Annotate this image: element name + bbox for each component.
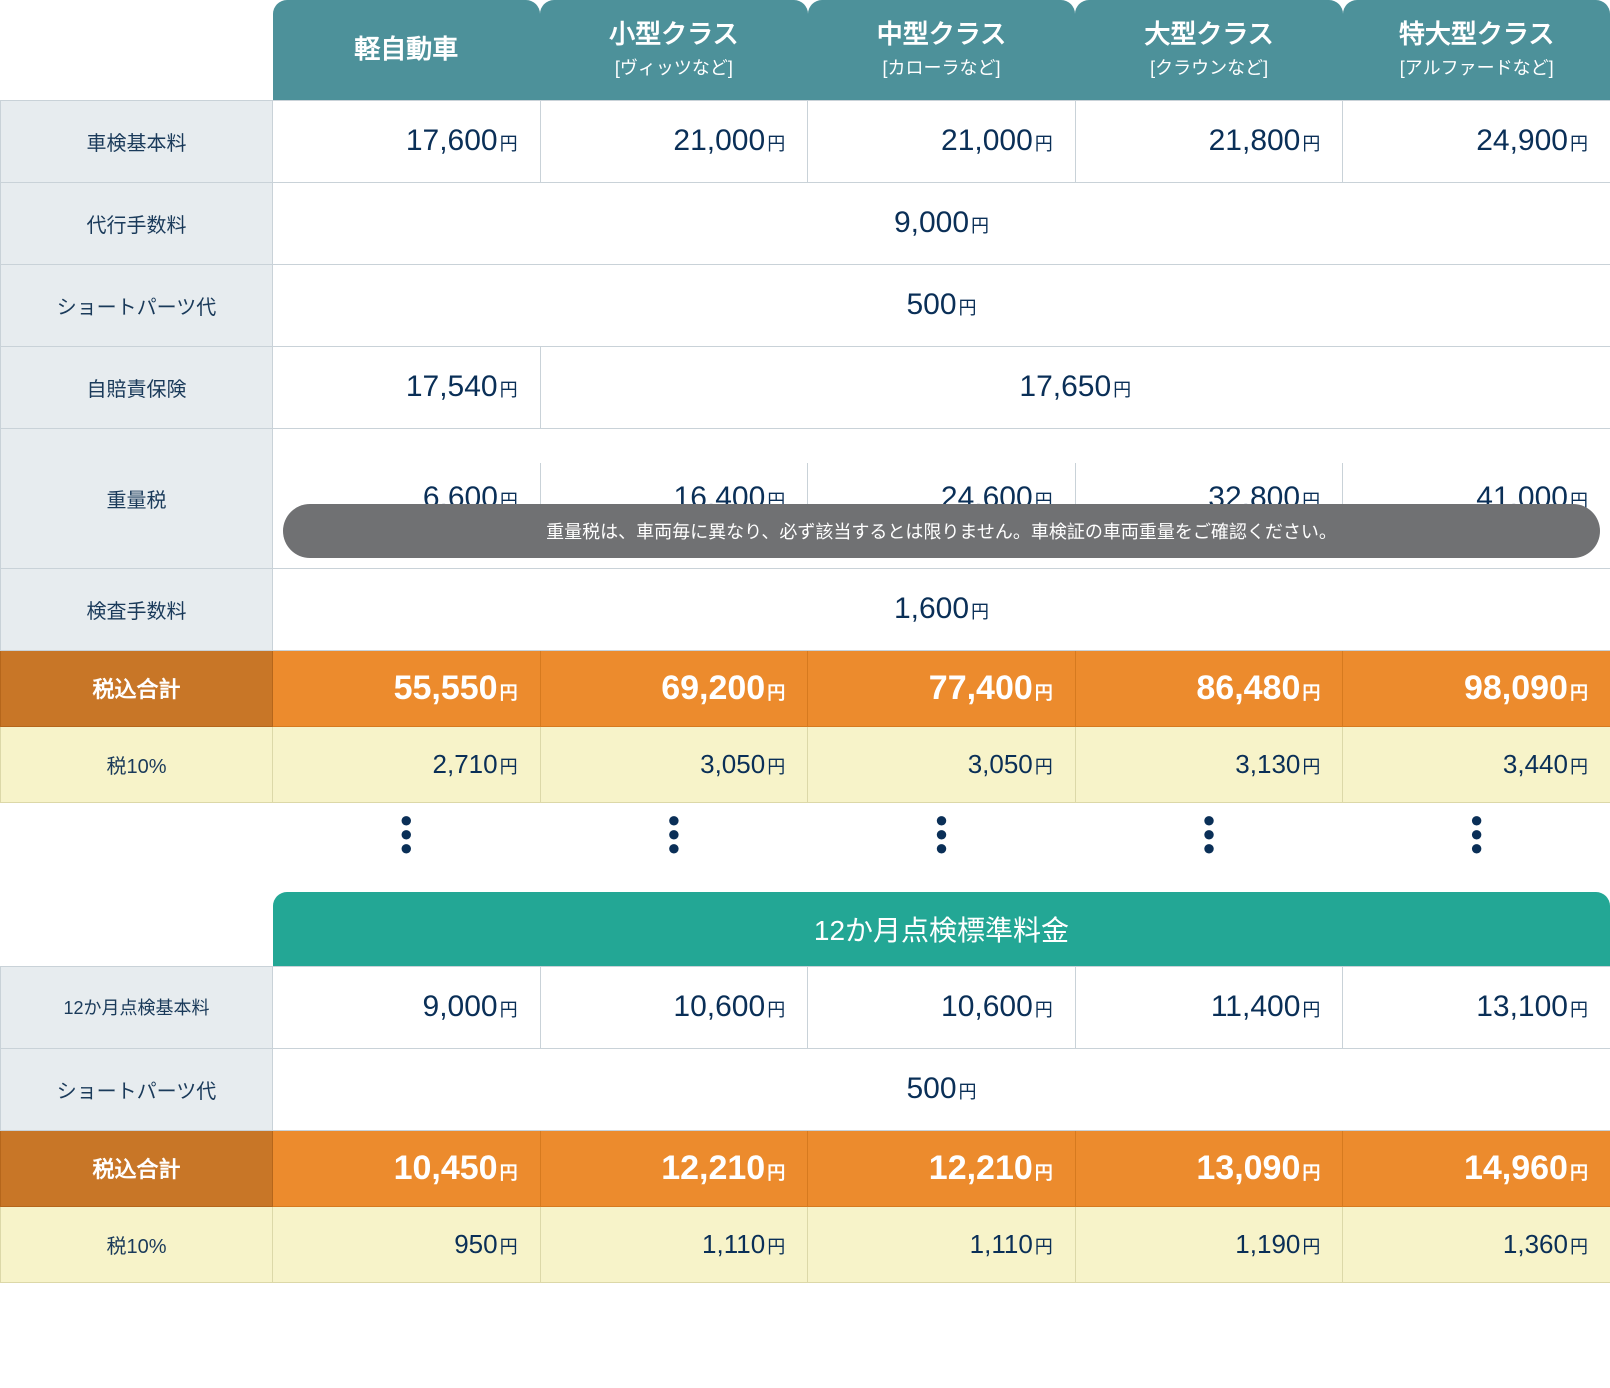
cell: 1,110円	[540, 1206, 808, 1282]
row-label: ショートパーツ代	[1, 264, 273, 346]
row-tax: 税10% 2,710円 3,050円 3,050円 3,130円 3,440円	[1, 726, 1610, 802]
cell: 21,800円	[1075, 100, 1343, 182]
cell: 13,100円	[1343, 966, 1610, 1048]
cell: 17,540円	[273, 346, 541, 428]
col-title: 大型クラス	[1075, 19, 1343, 50]
col-tab-0: 軽自動車	[273, 0, 541, 100]
cell: 950円	[273, 1206, 541, 1282]
col-title: 軽自動車	[273, 34, 541, 65]
col-tab-3: 大型クラス [クラウンなど]	[1075, 0, 1343, 100]
col-title: 中型クラス	[808, 19, 1076, 50]
dots-icon: ●●●	[1075, 813, 1343, 855]
row-label: 検査手数料	[1, 568, 273, 650]
cell: 13,090円	[1075, 1130, 1343, 1206]
cell: 1,360円	[1343, 1206, 1610, 1282]
row-label: 代行手数料	[1, 182, 273, 264]
row-inspect: 検査手数料 1,600円	[1, 568, 1610, 650]
dots-icon: ●●●	[1343, 813, 1610, 855]
cell: 11,400円	[1075, 966, 1343, 1048]
cell: 10,600円	[808, 966, 1076, 1048]
row2-total: 税込合計 10,450円 12,210円 12,210円 13,090円 14,…	[1, 1130, 1610, 1206]
section2-banner-row: 12か月点検標準料金	[1, 892, 1610, 966]
cell: 21,000円	[540, 100, 808, 182]
cell: 9,000円	[273, 966, 541, 1048]
weight-container: 6,600円 16,400円 24,600円 32,800円 41,000円 重…	[273, 428, 1610, 568]
row-basic: 車検基本料 17,600円 21,000円 21,000円 21,800円 24…	[1, 100, 1610, 182]
row-label: 重量税	[1, 428, 273, 568]
row-label: 税10%	[1, 726, 273, 802]
cell: 98,090円	[1343, 650, 1610, 726]
cell: 3,440円	[1343, 726, 1610, 802]
cell: 10,450円	[273, 1130, 541, 1206]
merged-cell: 500円	[273, 264, 1610, 346]
dots-icon: ●●●	[273, 813, 541, 855]
col-sub: [ヴィッツなど]	[540, 54, 808, 80]
row-label: 税込合計	[1, 1130, 273, 1206]
cell: 3,050円	[808, 726, 1076, 802]
row-label: 税込合計	[1, 650, 273, 726]
row2-basic: 12か月点検基本料 9,000円 10,600円 10,600円 11,400円…	[1, 966, 1610, 1048]
cell: 55,550円	[273, 650, 541, 726]
col-sub: [クラウンなど]	[1075, 54, 1343, 80]
dotted-separator: ●●● ●●● ●●● ●●● ●●●	[1, 802, 1610, 892]
row-total: 税込合計 55,550円 69,200円 77,400円 86,480円 98,…	[1, 650, 1610, 726]
cell: 10,600円	[540, 966, 808, 1048]
merged-cell: 17,650円	[540, 346, 1610, 428]
column-tabs-row: 軽自動車 小型クラス [ヴィッツなど] 中型クラス [カローラなど] 大型クラス…	[1, 0, 1610, 100]
section1-table: 軽自動車 小型クラス [ヴィッツなど] 中型クラス [カローラなど] 大型クラス…	[0, 0, 1610, 1283]
cell: 3,050円	[540, 726, 808, 802]
row-label: 自賠責保険	[1, 346, 273, 428]
weight-note: 重量税は、車両毎に異なり、必ず該当するとは限りません。車検証の車両重量をご確認く…	[283, 504, 1600, 558]
row2-tax: 税10% 950円 1,110円 1,110円 1,190円 1,360円	[1, 1206, 1610, 1282]
tabs-blank	[1, 0, 273, 100]
dots-icon: ●●●	[808, 813, 1076, 855]
row-insurance: 自賠責保険 17,540円 17,650円	[1, 346, 1610, 428]
cell: 86,480円	[1075, 650, 1343, 726]
row-shortparts: ショートパーツ代 500円	[1, 264, 1610, 346]
col-sub: [カローラなど]	[808, 54, 1076, 80]
cell: 12,210円	[808, 1130, 1076, 1206]
cell: 2,710円	[273, 726, 541, 802]
col-title: 小型クラス	[540, 19, 808, 50]
cell: 24,900円	[1343, 100, 1610, 182]
section2-banner: 12か月点検標準料金	[273, 892, 1610, 966]
col-tab-4: 特大型クラス [アルファードなど]	[1343, 0, 1610, 100]
row-agency: 代行手数料 9,000円	[1, 182, 1610, 264]
merged-cell: 9,000円	[273, 182, 1610, 264]
cell: 21,000円	[808, 100, 1076, 182]
cell: 3,130円	[1075, 726, 1343, 802]
cell: 69,200円	[540, 650, 808, 726]
cell: 17,600円	[273, 100, 541, 182]
cell: 1,110円	[808, 1206, 1076, 1282]
pricing-tables: 軽自動車 小型クラス [ヴィッツなど] 中型クラス [カローラなど] 大型クラス…	[0, 0, 1610, 1283]
banner-blank	[1, 892, 273, 966]
row2-shortparts: ショートパーツ代 500円	[1, 1048, 1610, 1130]
cell: 14,960円	[1343, 1130, 1610, 1206]
merged-cell: 500円	[273, 1048, 1610, 1130]
col-tab-1: 小型クラス [ヴィッツなど]	[540, 0, 808, 100]
cell: 12,210円	[540, 1130, 808, 1206]
cell: 1,190円	[1075, 1206, 1343, 1282]
col-sub: [アルファードなど]	[1343, 54, 1610, 80]
row-label: 12か月点検基本料	[1, 966, 273, 1048]
col-title: 特大型クラス	[1343, 19, 1610, 50]
row-weight: 重量税 6,600円 16,400円 24,600円 32,800円 41,00…	[1, 428, 1610, 568]
row-label: ショートパーツ代	[1, 1048, 273, 1130]
row-label: 税10%	[1, 1206, 273, 1282]
cell: 77,400円	[808, 650, 1076, 726]
row-label: 車検基本料	[1, 100, 273, 182]
merged-cell: 1,600円	[273, 568, 1610, 650]
col-tab-2: 中型クラス [カローラなど]	[808, 0, 1076, 100]
dots-icon: ●●●	[540, 813, 808, 855]
